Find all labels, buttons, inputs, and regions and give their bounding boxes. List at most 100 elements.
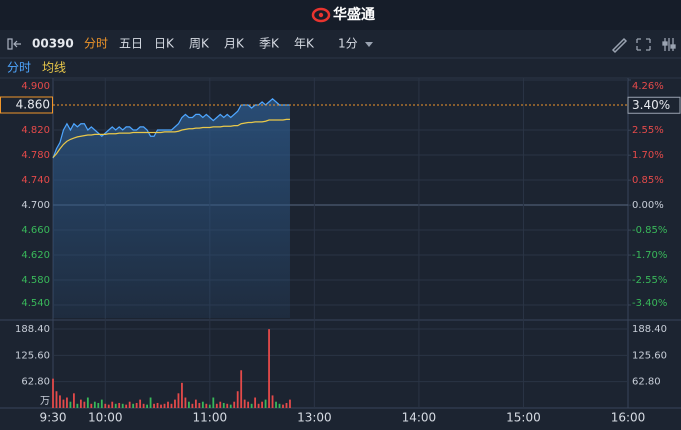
volume-bar	[275, 401, 277, 408]
volume-bar	[100, 399, 103, 408]
y-tick-label: 4.780	[21, 150, 50, 161]
volume-bar	[163, 403, 166, 408]
tab[interactable]: 周K	[189, 37, 210, 51]
tab[interactable]: 日K	[154, 37, 175, 51]
volume-bar	[132, 403, 135, 408]
volume-bar	[212, 397, 215, 408]
volume-bar	[282, 404, 284, 408]
volume-tick-label: 62.80	[632, 377, 661, 388]
volume-bar	[278, 403, 281, 408]
collapse-icon[interactable]	[7, 38, 21, 50]
volume-bar	[156, 402, 159, 408]
x-tick-label: 16:00	[611, 411, 646, 425]
volume-bar	[76, 403, 79, 408]
volume-bar	[184, 397, 187, 408]
legend-entry: 分时	[7, 61, 31, 75]
tab[interactable]: 季K	[259, 37, 280, 51]
volume-bar	[153, 403, 155, 408]
y-tick-label: 4.540	[21, 298, 50, 309]
volume-tick-label: 188.40	[15, 324, 50, 335]
volume-bar	[177, 393, 180, 408]
volume-bar	[222, 402, 225, 408]
volume-bar	[229, 404, 232, 408]
volume-bar	[201, 401, 204, 408]
volume-bar	[243, 399, 246, 408]
volume-bar	[264, 399, 267, 408]
volume-bar	[118, 402, 121, 408]
series-line	[52, 97, 290, 159]
volume-bar	[62, 399, 65, 408]
volume-bar	[236, 391, 239, 408]
volume-bar	[114, 403, 117, 408]
y-tick-label: 4.820	[21, 125, 50, 136]
volume-unit: 万	[40, 396, 50, 407]
volume-bar	[174, 399, 176, 408]
volume-bar	[107, 404, 110, 408]
volume-bar	[128, 401, 131, 408]
y-tick-label: 4.900	[21, 81, 50, 92]
volume-bar	[135, 402, 138, 408]
tab[interactable]: 年K	[294, 37, 315, 51]
volume-bar	[170, 403, 173, 408]
price-area	[53, 98, 290, 318]
toolbar	[0, 30, 681, 58]
volume-bar	[289, 399, 291, 408]
volume-bar	[142, 403, 145, 408]
volume-bar	[52, 378, 54, 408]
period-select[interactable]: 1分	[338, 37, 358, 51]
last-change-label: 3.40%	[632, 98, 670, 112]
volume-bar	[69, 401, 72, 408]
header-bar	[0, 0, 681, 30]
x-tick-label: 14:00	[402, 411, 437, 425]
stock-code: 00390	[32, 37, 74, 51]
volume-bar	[268, 329, 270, 408]
volume-bar	[194, 399, 197, 408]
volume-bar	[90, 403, 93, 408]
volume-bar	[149, 397, 152, 408]
dropdown-arrow[interactable]	[365, 42, 373, 47]
volume-bar	[191, 403, 194, 408]
y-tick-label: 4.740	[21, 175, 50, 186]
volume-bar	[86, 397, 89, 408]
tab[interactable]: 五日	[119, 37, 143, 51]
x-tick-label: 13:00	[297, 411, 332, 425]
tab[interactable]: 月K	[224, 37, 245, 51]
volume-tick-label: 125.60	[15, 350, 50, 361]
volume-bar	[208, 404, 211, 408]
settings-icon[interactable]	[662, 38, 676, 51]
last-price-box	[0, 96, 53, 114]
volume-bar	[240, 370, 243, 408]
volume-bar	[73, 393, 75, 408]
y-tick-label: 4.580	[21, 275, 50, 286]
volume-bar	[226, 403, 229, 408]
volume-bar	[104, 403, 107, 408]
y-tick-label: 4.660	[21, 225, 50, 236]
volume-bar	[181, 382, 183, 408]
volume-bar	[167, 401, 169, 408]
draw-icon[interactable]	[611, 37, 628, 54]
y2-tick-label: 1.70%	[632, 150, 664, 161]
x-tick-label: 15:00	[506, 411, 541, 425]
y-tick-label: 4.620	[21, 250, 50, 261]
volume-bar	[219, 401, 222, 408]
volume-bar	[188, 401, 190, 408]
volume-bar	[59, 395, 61, 408]
volume-bar	[125, 404, 128, 408]
app-title: 华盛通	[333, 6, 375, 23]
y2-tick-label: 0.00%	[632, 200, 664, 211]
y2-tick-label: 2.55%	[632, 125, 664, 136]
y2-tick-label: 0.85%	[632, 175, 664, 186]
x-tick-label: 9:30	[40, 411, 67, 425]
volume-bar	[254, 397, 257, 408]
volume-bar	[121, 403, 124, 408]
volume-bar	[146, 404, 148, 408]
fullscreen-icon[interactable]	[636, 38, 651, 51]
y2-tick-label: -0.85%	[632, 225, 667, 236]
y2-tick-label: -3.40%	[632, 298, 667, 309]
y-tick-label: 4.700	[21, 200, 50, 211]
tab[interactable]: 分时	[84, 37, 108, 51]
volume-bar	[247, 401, 250, 408]
x-tick-label: 11:00	[193, 411, 228, 425]
